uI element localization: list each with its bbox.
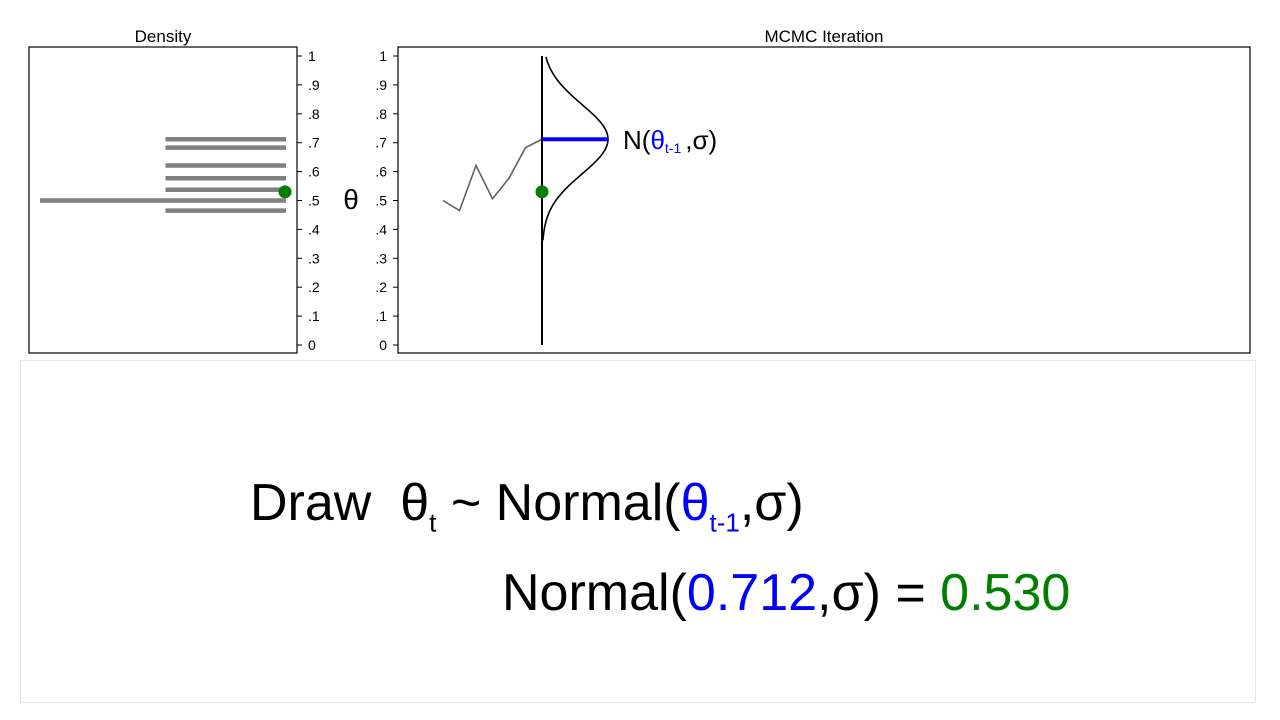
accepted-point <box>535 185 549 199</box>
y-tick-label: 0 <box>379 337 387 353</box>
y-tick-label: .7 <box>375 135 387 151</box>
proposal-density-curve <box>542 56 609 241</box>
y-tick-label: .1 <box>308 308 320 324</box>
y-tick-label: .5 <box>308 193 320 209</box>
y-tick-label: 0 <box>308 337 316 353</box>
density-bars <box>40 136 286 213</box>
y-tick-label: .4 <box>375 221 387 237</box>
formula-sigma-close: ,σ) <box>739 474 804 532</box>
y-tick-label: .2 <box>375 279 387 295</box>
theta-axis-label: θ <box>343 184 359 215</box>
formula-theta-prev: θ <box>680 474 710 532</box>
formula-theta-sub: t <box>429 507 437 538</box>
density-y-axis: 0 .1 .2 .3 .4 .5 .6 .7 .8 .9 1 <box>297 48 320 353</box>
current-draw-point <box>278 185 292 199</box>
y-tick-label: .3 <box>375 250 387 266</box>
formula-tilde-normal: ~ Normal( <box>450 474 681 532</box>
formula-equals: ,σ) = <box>817 564 941 622</box>
mcmc-y-axis: 0 .1 .2 .3 .4 .5 .6 .7 .8 .9 1 <box>375 48 398 353</box>
formula-theta: θ <box>400 474 430 532</box>
y-tick-label: .2 <box>308 279 320 295</box>
y-tick-label: 1 <box>308 48 316 64</box>
formula-mean-value: 0.712 <box>686 564 818 622</box>
formula-draw-word: Draw <box>250 474 372 532</box>
formula-draw-value: 0.530 <box>940 564 1071 622</box>
proposal-label-open: N( <box>623 125 651 155</box>
formula-line-draw: Draw θt ~ Normal(θt-1,σ) <box>250 477 804 535</box>
formula-normal-open: Normal( <box>502 564 687 622</box>
y-tick-label: .3 <box>308 250 320 266</box>
formula-line-result: Normal(0.712,σ) = 0.530 <box>502 567 1070 619</box>
mcmc-trace-line <box>442 138 543 212</box>
y-tick-label: .8 <box>375 106 387 122</box>
chart-area: Density 0 .1 .2 .3 .4 .5 .6 .7 .8 .9 1 θ MCMC Iter… <box>28 27 1251 354</box>
y-tick-label: .6 <box>308 164 320 180</box>
y-tick-label: .8 <box>308 106 320 122</box>
y-tick-label: .9 <box>375 77 387 93</box>
proposal-label: N(θt-1 ,σ) <box>623 125 717 156</box>
y-tick-label: .5 <box>375 193 387 209</box>
mcmc-title: MCMC Iteration <box>764 27 883 46</box>
y-tick-label: .1 <box>375 308 387 324</box>
y-tick-label: .6 <box>375 164 387 180</box>
formula-theta-prev-sub: t-1 <box>709 507 740 538</box>
y-tick-label: 1 <box>379 48 387 64</box>
y-tick-label: .9 <box>308 77 320 93</box>
y-tick-label: .7 <box>308 135 320 151</box>
density-title: Density <box>135 27 192 46</box>
proposal-label-sub: t-1 <box>665 140 682 156</box>
y-tick-label: .4 <box>308 221 320 237</box>
formula-panel: Draw θt ~ Normal(θt-1,σ) Normal(0.712,σ)… <box>20 360 1256 703</box>
mcmc-frame <box>397 46 1251 354</box>
proposal-label-tail: ,σ) <box>685 125 717 155</box>
proposal-label-theta: θ <box>650 125 664 155</box>
